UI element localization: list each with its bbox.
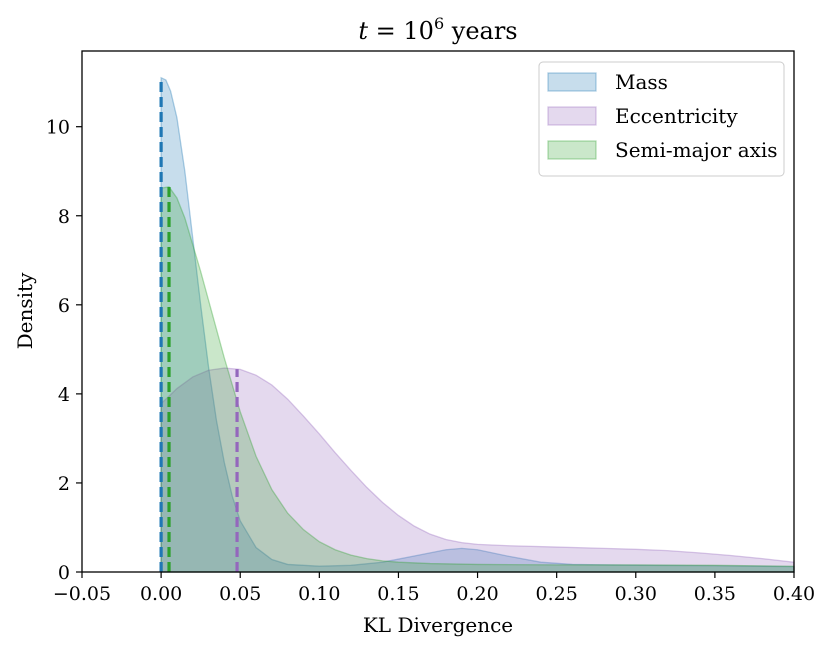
y-tick-label: 4 xyxy=(58,384,70,406)
x-tick-label: 0.10 xyxy=(298,583,340,605)
y-tick-label: 0 xyxy=(58,562,70,584)
title-unit: years xyxy=(444,17,518,45)
x-tick-label: 0.05 xyxy=(219,583,261,605)
x-tick-label: 0.35 xyxy=(694,583,736,605)
legend-swatch-mass xyxy=(547,72,597,92)
x-axis-label: KL Divergence xyxy=(363,613,513,637)
axes: −0.05 0.00 0.05 0.10 0.15 0.20 0.25 0.30 0.35 0.4… xyxy=(46,50,815,605)
plot-frame xyxy=(81,50,795,573)
legend-box xyxy=(538,61,785,177)
title-exponent: 6 xyxy=(434,14,444,33)
x-tick-label: 0.15 xyxy=(377,583,419,605)
y-tick-label: 2 xyxy=(58,473,70,495)
title-variable: t xyxy=(358,17,368,45)
legend-swatch-semi-major-axis xyxy=(547,140,597,160)
legend-label-mass: Mass xyxy=(615,70,668,94)
median-markers xyxy=(159,77,239,572)
legend-swatch-eccentricity xyxy=(547,106,597,126)
x-tick-label: 0.40 xyxy=(773,583,815,605)
x-tick-label: −0.05 xyxy=(53,583,111,605)
y-tick-label: 6 xyxy=(58,295,70,317)
legend-label-eccentricity: Eccentricity xyxy=(615,104,738,128)
area-eccentricity xyxy=(160,367,795,573)
density-areas xyxy=(160,76,795,573)
area-mass xyxy=(160,76,795,573)
x-tick-label: 0.20 xyxy=(456,583,498,605)
area-semi-major-axis xyxy=(160,186,795,573)
y-tick-label: 10 xyxy=(46,117,70,139)
legend: Mass Eccentricity Semi-major axis xyxy=(538,61,785,177)
y-axis-label: Density xyxy=(13,272,37,349)
y-tick-label: 8 xyxy=(58,206,70,228)
x-tick-label: 0.00 xyxy=(140,583,182,605)
chart-title: t = 106 years xyxy=(358,14,517,45)
x-tick-label: 0.25 xyxy=(536,583,578,605)
legend-label-semi-major-axis: Semi-major axis xyxy=(615,138,778,162)
title-equals: = 10 xyxy=(368,17,434,45)
x-tick-label: 0.30 xyxy=(615,583,657,605)
